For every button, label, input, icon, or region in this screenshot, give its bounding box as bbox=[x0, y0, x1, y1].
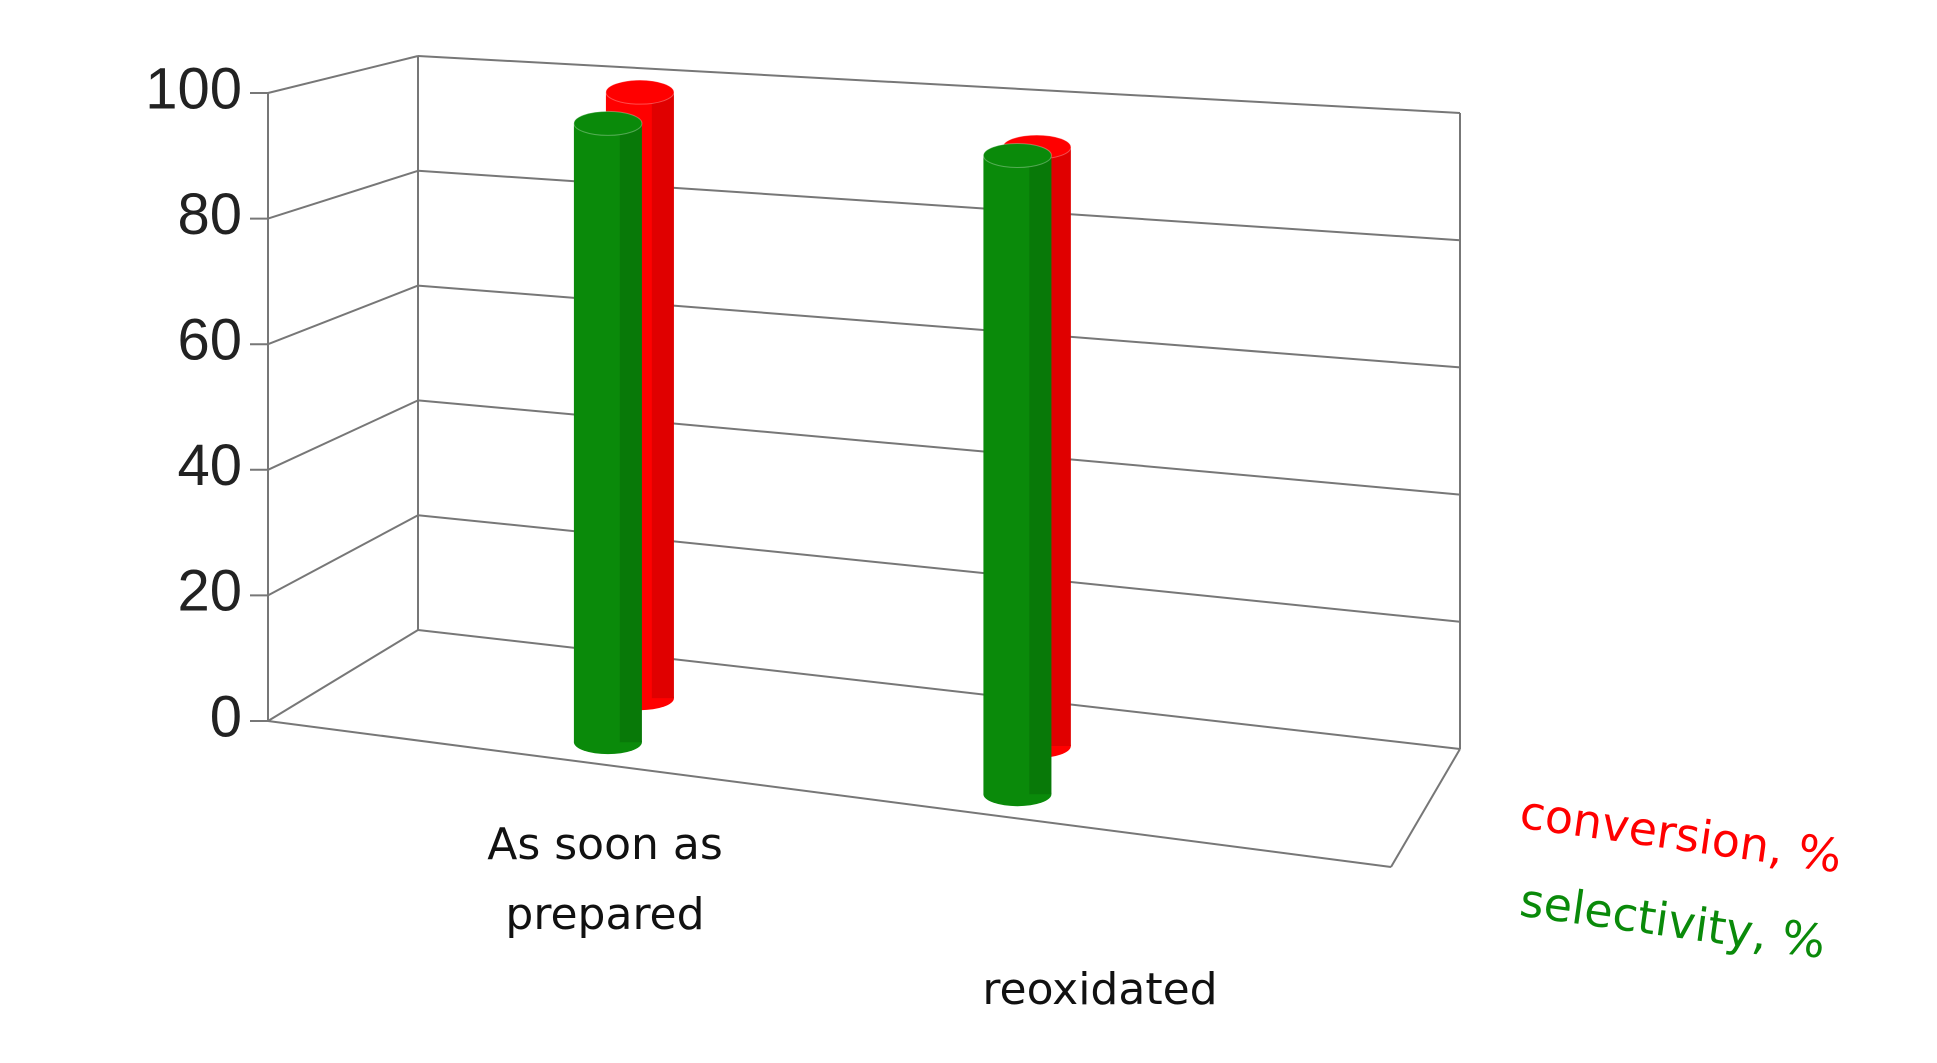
grid-line bbox=[267, 399, 419, 471]
x-tick-label: reoxidated bbox=[982, 964, 1218, 1015]
bar-top bbox=[573, 110, 643, 136]
bar-body bbox=[573, 123, 642, 743]
y-tick-label: 60 bbox=[177, 308, 242, 373]
grid-line bbox=[267, 514, 419, 597]
bar-shade bbox=[1029, 155, 1052, 795]
grid-line bbox=[267, 169, 419, 220]
grid-line bbox=[267, 284, 419, 346]
y-tick-label: 40 bbox=[177, 433, 242, 498]
y-tick-label: 0 bbox=[210, 684, 242, 749]
y-tick-label: 100 bbox=[145, 56, 242, 121]
grid-line bbox=[417, 55, 1461, 114]
floor-edge bbox=[267, 720, 1392, 868]
bar bbox=[573, 110, 643, 755]
bar-shade bbox=[619, 123, 642, 743]
bar-top bbox=[605, 79, 675, 105]
legend-label: conversion, % bbox=[1517, 785, 1845, 884]
bar bbox=[982, 143, 1052, 807]
y-tick-label: 80 bbox=[177, 182, 242, 247]
grid-line bbox=[267, 55, 419, 94]
bar-shade bbox=[651, 92, 674, 699]
x-tick-label: As soon as prepared bbox=[487, 819, 723, 941]
legend-label: selectivity, % bbox=[1517, 873, 1829, 969]
bar-shade bbox=[1048, 147, 1071, 747]
y-tick-label: 20 bbox=[177, 559, 242, 624]
bar-body bbox=[983, 155, 1052, 795]
bar-top bbox=[982, 143, 1052, 169]
floor-edge bbox=[1390, 748, 1461, 868]
grid-line bbox=[267, 629, 419, 722]
